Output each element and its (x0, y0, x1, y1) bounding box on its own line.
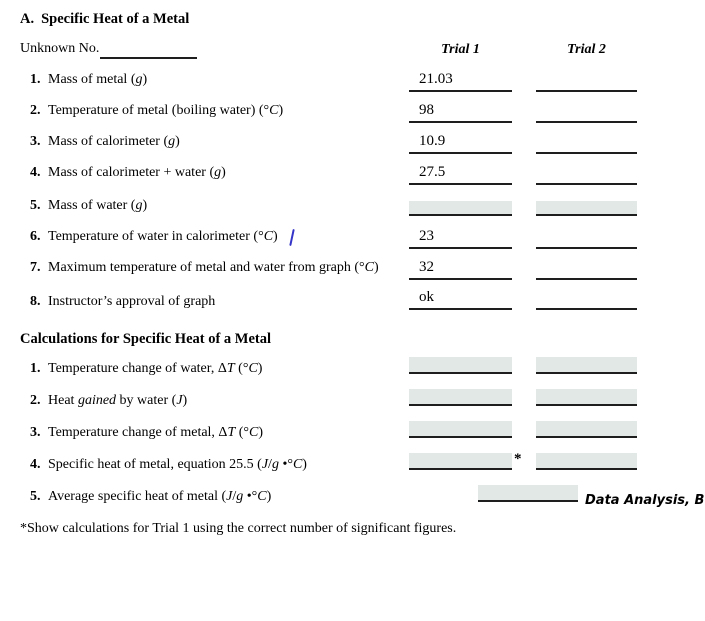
trial1-input-box[interactable] (409, 453, 512, 470)
row-number: 6. (30, 229, 41, 244)
trial1-field[interactable]: 23 (409, 228, 512, 249)
trial1-value: ok (419, 289, 434, 305)
row-label: Mass of calorimeter + water (g) (48, 165, 226, 180)
row-label: Temperature change of metal, ΔT (°C) (48, 425, 264, 440)
calc-row-specific-heat: 4. Specific heat of metal, equation 25.5 … (0, 451, 705, 478)
trial2-field[interactable] (536, 289, 637, 310)
trial2-field[interactable] (536, 71, 637, 92)
trial1-value: 32 (419, 259, 434, 275)
calc-row-average-specific-heat: 5. Average specific heat of metal (J/g •°… (0, 485, 705, 510)
trial2-input-box[interactable] (536, 389, 637, 406)
trial2-field[interactable] (536, 228, 637, 249)
row-number: 4. (30, 457, 41, 472)
calc-row-heat-gained: 2. Heat gained by water (J) (0, 389, 705, 414)
trial1-input-box[interactable] (409, 201, 512, 216)
trial2-input-box[interactable] (536, 453, 637, 470)
trial1-input-box[interactable] (409, 357, 512, 374)
average-input-box[interactable] (478, 485, 578, 502)
unknown-no-label: Unknown No. (20, 41, 100, 56)
row-number: 7. (30, 260, 41, 275)
row-number: 4. (30, 165, 41, 180)
trial2-column-header: Trial 2 (567, 42, 606, 57)
data-analysis-label: Data Analysis, B (585, 493, 705, 508)
trial1-column-header: Trial 1 (441, 42, 480, 57)
trial1-field[interactable]: 98 (409, 102, 512, 123)
table-row-calorimeter-mass: 3. Mass of calorimeter (g) 10.9 (0, 133, 705, 155)
trial2-field[interactable] (536, 259, 637, 280)
trial1-field[interactable]: 21.03 (409, 71, 512, 92)
trial1-value: 10.9 (419, 133, 446, 149)
row-label: Mass of calorimeter (g) (48, 134, 180, 149)
row-label: Temperature of metal (boiling water) (°C… (48, 103, 284, 118)
row-label: Mass of metal (g) (48, 72, 148, 87)
trial2-field[interactable] (536, 164, 637, 185)
trial1-value: 98 (419, 102, 434, 118)
section-letter: A. (20, 11, 35, 27)
row-number: 5. (30, 489, 41, 504)
row-label: Average specific heat of metal (J/g •°C) (48, 489, 272, 504)
table-row-instructor-approval: 8. Instructor’s approval of graph ok (0, 290, 705, 315)
trial1-value: 27.5 (419, 164, 446, 180)
row-label: Instructor’s approval of graph (48, 294, 216, 309)
row-label: Maximum temperature of metal and water f… (48, 260, 379, 275)
trial2-input-box[interactable] (536, 201, 637, 216)
trial1-input-box[interactable] (409, 389, 512, 406)
trial2-field[interactable] (536, 133, 637, 154)
row-label: Specific heat of metal, equation 25.5 (J… (48, 457, 307, 472)
table-row-max-temperature: 7. Maximum temperature of metal and water… (0, 259, 705, 281)
table-row-calorimeter-plus-water: 4. Mass of calorimeter + water (g) 27.5 (0, 164, 705, 186)
table-row-mass-of-water: 5. Mass of water (g) (0, 197, 705, 219)
calc-row-metal-delta-t: 3. Temperature change of metal, ΔT (°C) (0, 421, 705, 446)
row-number: 3. (30, 425, 41, 440)
trial2-field[interactable] (536, 102, 637, 123)
unknown-no-blank-field[interactable] (100, 42, 197, 59)
asterisk-marker: * (514, 451, 522, 467)
table-row-metal-temperature: 2. Temperature of metal (boiling water) (… (0, 102, 705, 124)
section-a-heading: A. Specific Heat of a Metal (20, 11, 189, 28)
row-number: 3. (30, 134, 41, 149)
table-row-mass-of-metal: 1. Mass of metal (g) 21.03 (0, 71, 705, 93)
row-label: Temperature change of water, ΔT (°C) (48, 361, 263, 376)
section-title: Specific Heat of a Metal (41, 11, 190, 27)
trial1-field[interactable]: 27.5 (409, 164, 512, 185)
trial2-input-box[interactable] (536, 357, 637, 374)
trial1-value: 23 (419, 228, 434, 244)
trial2-input-box[interactable] (536, 421, 637, 438)
significant-figures-footnote: *Show calculations for Trial 1 using the… (20, 521, 457, 536)
row-number: 2. (30, 393, 41, 408)
row-number: 8. (30, 294, 41, 309)
row-number: 2. (30, 103, 41, 118)
calc-row-water-delta-t: 1. Temperature change of water, ΔT (°C) (0, 357, 705, 382)
pen-stroke-mark (289, 228, 295, 247)
trial1-field[interactable]: 32 (409, 259, 512, 280)
row-number: 5. (30, 198, 41, 213)
table-row-water-temperature: 6. Temperature of water in calorimeter (°… (0, 228, 705, 250)
row-label: Mass of water (g) (48, 198, 148, 213)
row-number: 1. (30, 72, 41, 87)
trial1-input-box[interactable] (409, 421, 512, 438)
row-label: Temperature of water in calorimeter (°C) (48, 229, 278, 244)
row-number: 1. (30, 361, 41, 376)
trial1-value: 21.03 (419, 71, 453, 87)
row-label: Heat gained by water (J) (48, 393, 188, 408)
trial1-field[interactable]: ok (409, 289, 512, 310)
trial1-field[interactable]: 10.9 (409, 133, 512, 154)
calculations-heading: Calculations for Specific Heat of a Meta… (20, 331, 272, 347)
